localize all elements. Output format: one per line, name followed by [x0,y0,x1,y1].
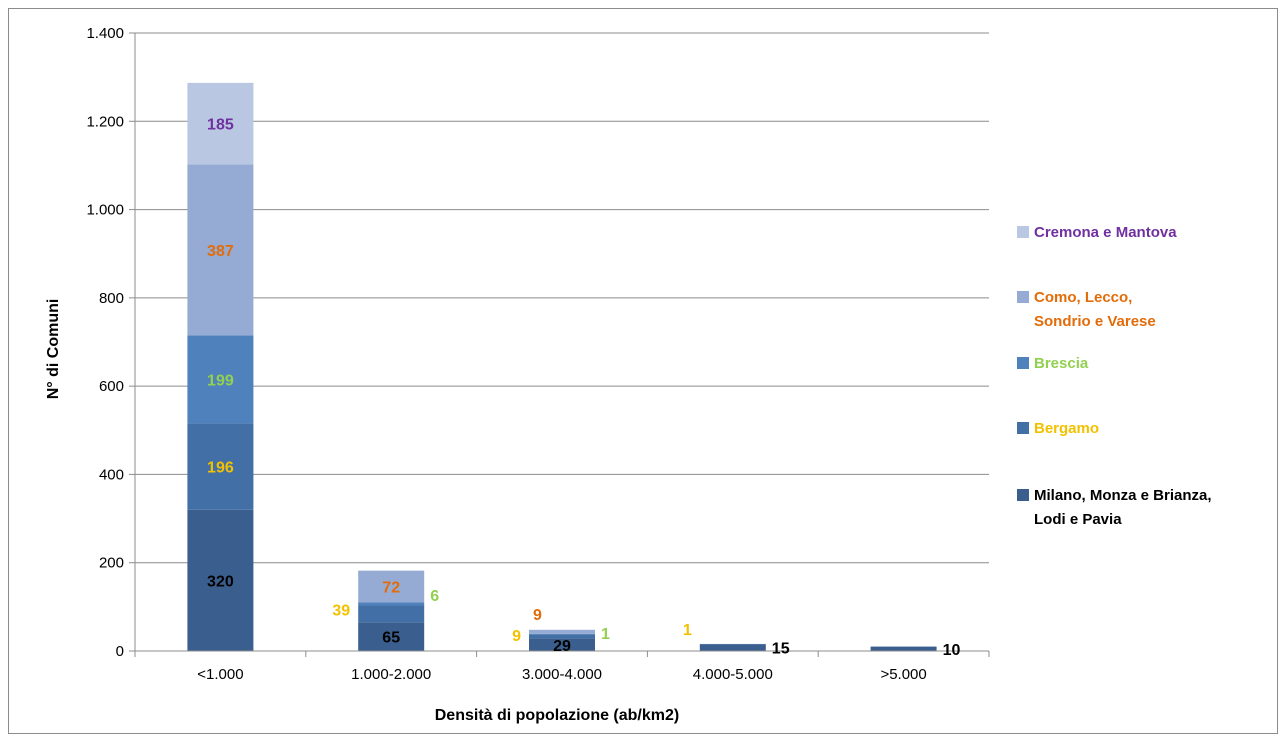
legend-swatch [1017,422,1029,434]
legend-swatch [1017,226,1029,238]
x-axis-title: Densità di popolazione (ab/km2) [435,707,679,724]
legend-label: Sondrio e Varese [1034,313,1156,330]
data-label: 196 [207,459,234,476]
y-tick-label: 400 [99,466,124,483]
gridlines [135,32,989,564]
chart-frame: 0 200 400 600 800 1.000 1.200 1.400 <1.000 1.000-… [8,8,1278,734]
bar-segment [529,638,595,651]
bar-segment [187,509,254,651]
bar-segment [358,602,425,606]
bar-segment [187,335,254,424]
stacked-bar-chart: 0 200 400 600 800 1.000 1.200 1.400 <1.000 1.000-… [45,25,1212,724]
data-label: 387 [207,243,234,260]
legend-label: Cremona e Mantova [1034,224,1177,241]
x-tick-label: 4.000-5.000 [693,666,773,683]
bar-segment [358,605,425,623]
data-label: 10 [943,642,961,659]
data-label: 199 [207,372,234,389]
y-tick-label: 600 [99,378,124,395]
legend-swatch [1017,489,1029,501]
bar-segment [529,634,595,639]
data-label: 29 [553,638,571,655]
legend-swatch [1017,291,1029,303]
y-tick-label: 1.400 [86,25,124,42]
data-label: 15 [772,641,790,658]
y-tick-label: 200 [99,555,124,572]
data-label: 9 [533,607,542,624]
legend-label: Milano, Monza e Brianza, [1034,487,1212,504]
data-label: 1 [601,626,610,643]
x-tick-label: >5.000 [880,666,926,683]
x-tick-label: 3.000-4.000 [522,666,602,683]
data-label: 185 [207,117,234,134]
bar-segment [529,629,595,634]
y-tick-label: 1.200 [86,113,124,130]
y-tick-label: 800 [99,290,124,307]
legend-label: Lodi e Pavia [1034,511,1122,528]
bar-segment [187,82,254,165]
legend-label: Como, Lecco, [1034,289,1132,306]
bar-segment [870,646,937,651]
bar-segment [358,622,425,651]
legend-swatch [1017,357,1029,369]
legend: Cremona e Mantova Como, Lecco, Sondrio e V… [1017,224,1212,528]
bars [187,82,937,651]
legend-label: Brescia [1034,355,1089,372]
legend-label: Bergamo [1034,420,1099,437]
x-tick-label: <1.000 [197,666,243,683]
axes: 0 200 400 600 800 1.000 1.200 1.400 <1.000 1.000-… [86,25,990,683]
data-label: 320 [207,573,234,590]
bar-segment [187,423,254,510]
data-label: 9 [512,628,521,645]
data-label: 65 [382,630,400,647]
y-tick-label: 0 [116,643,124,660]
y-tick-label: 1.000 [86,202,124,219]
data-label: 39 [332,603,350,620]
data-label: 6 [430,588,439,605]
data-labels: 320 65 29 15 10 196 39 9 1 199 6 1 387 72 9 185 [207,117,960,659]
bar-segment [187,164,254,336]
bar-segment [699,644,766,651]
y-axis-title: N° di Comuni [45,299,62,400]
x-tick-label: 1.000-2.000 [351,666,431,683]
data-label: 72 [382,580,400,597]
bar-segment [358,570,425,603]
data-label: 1 [683,622,692,639]
